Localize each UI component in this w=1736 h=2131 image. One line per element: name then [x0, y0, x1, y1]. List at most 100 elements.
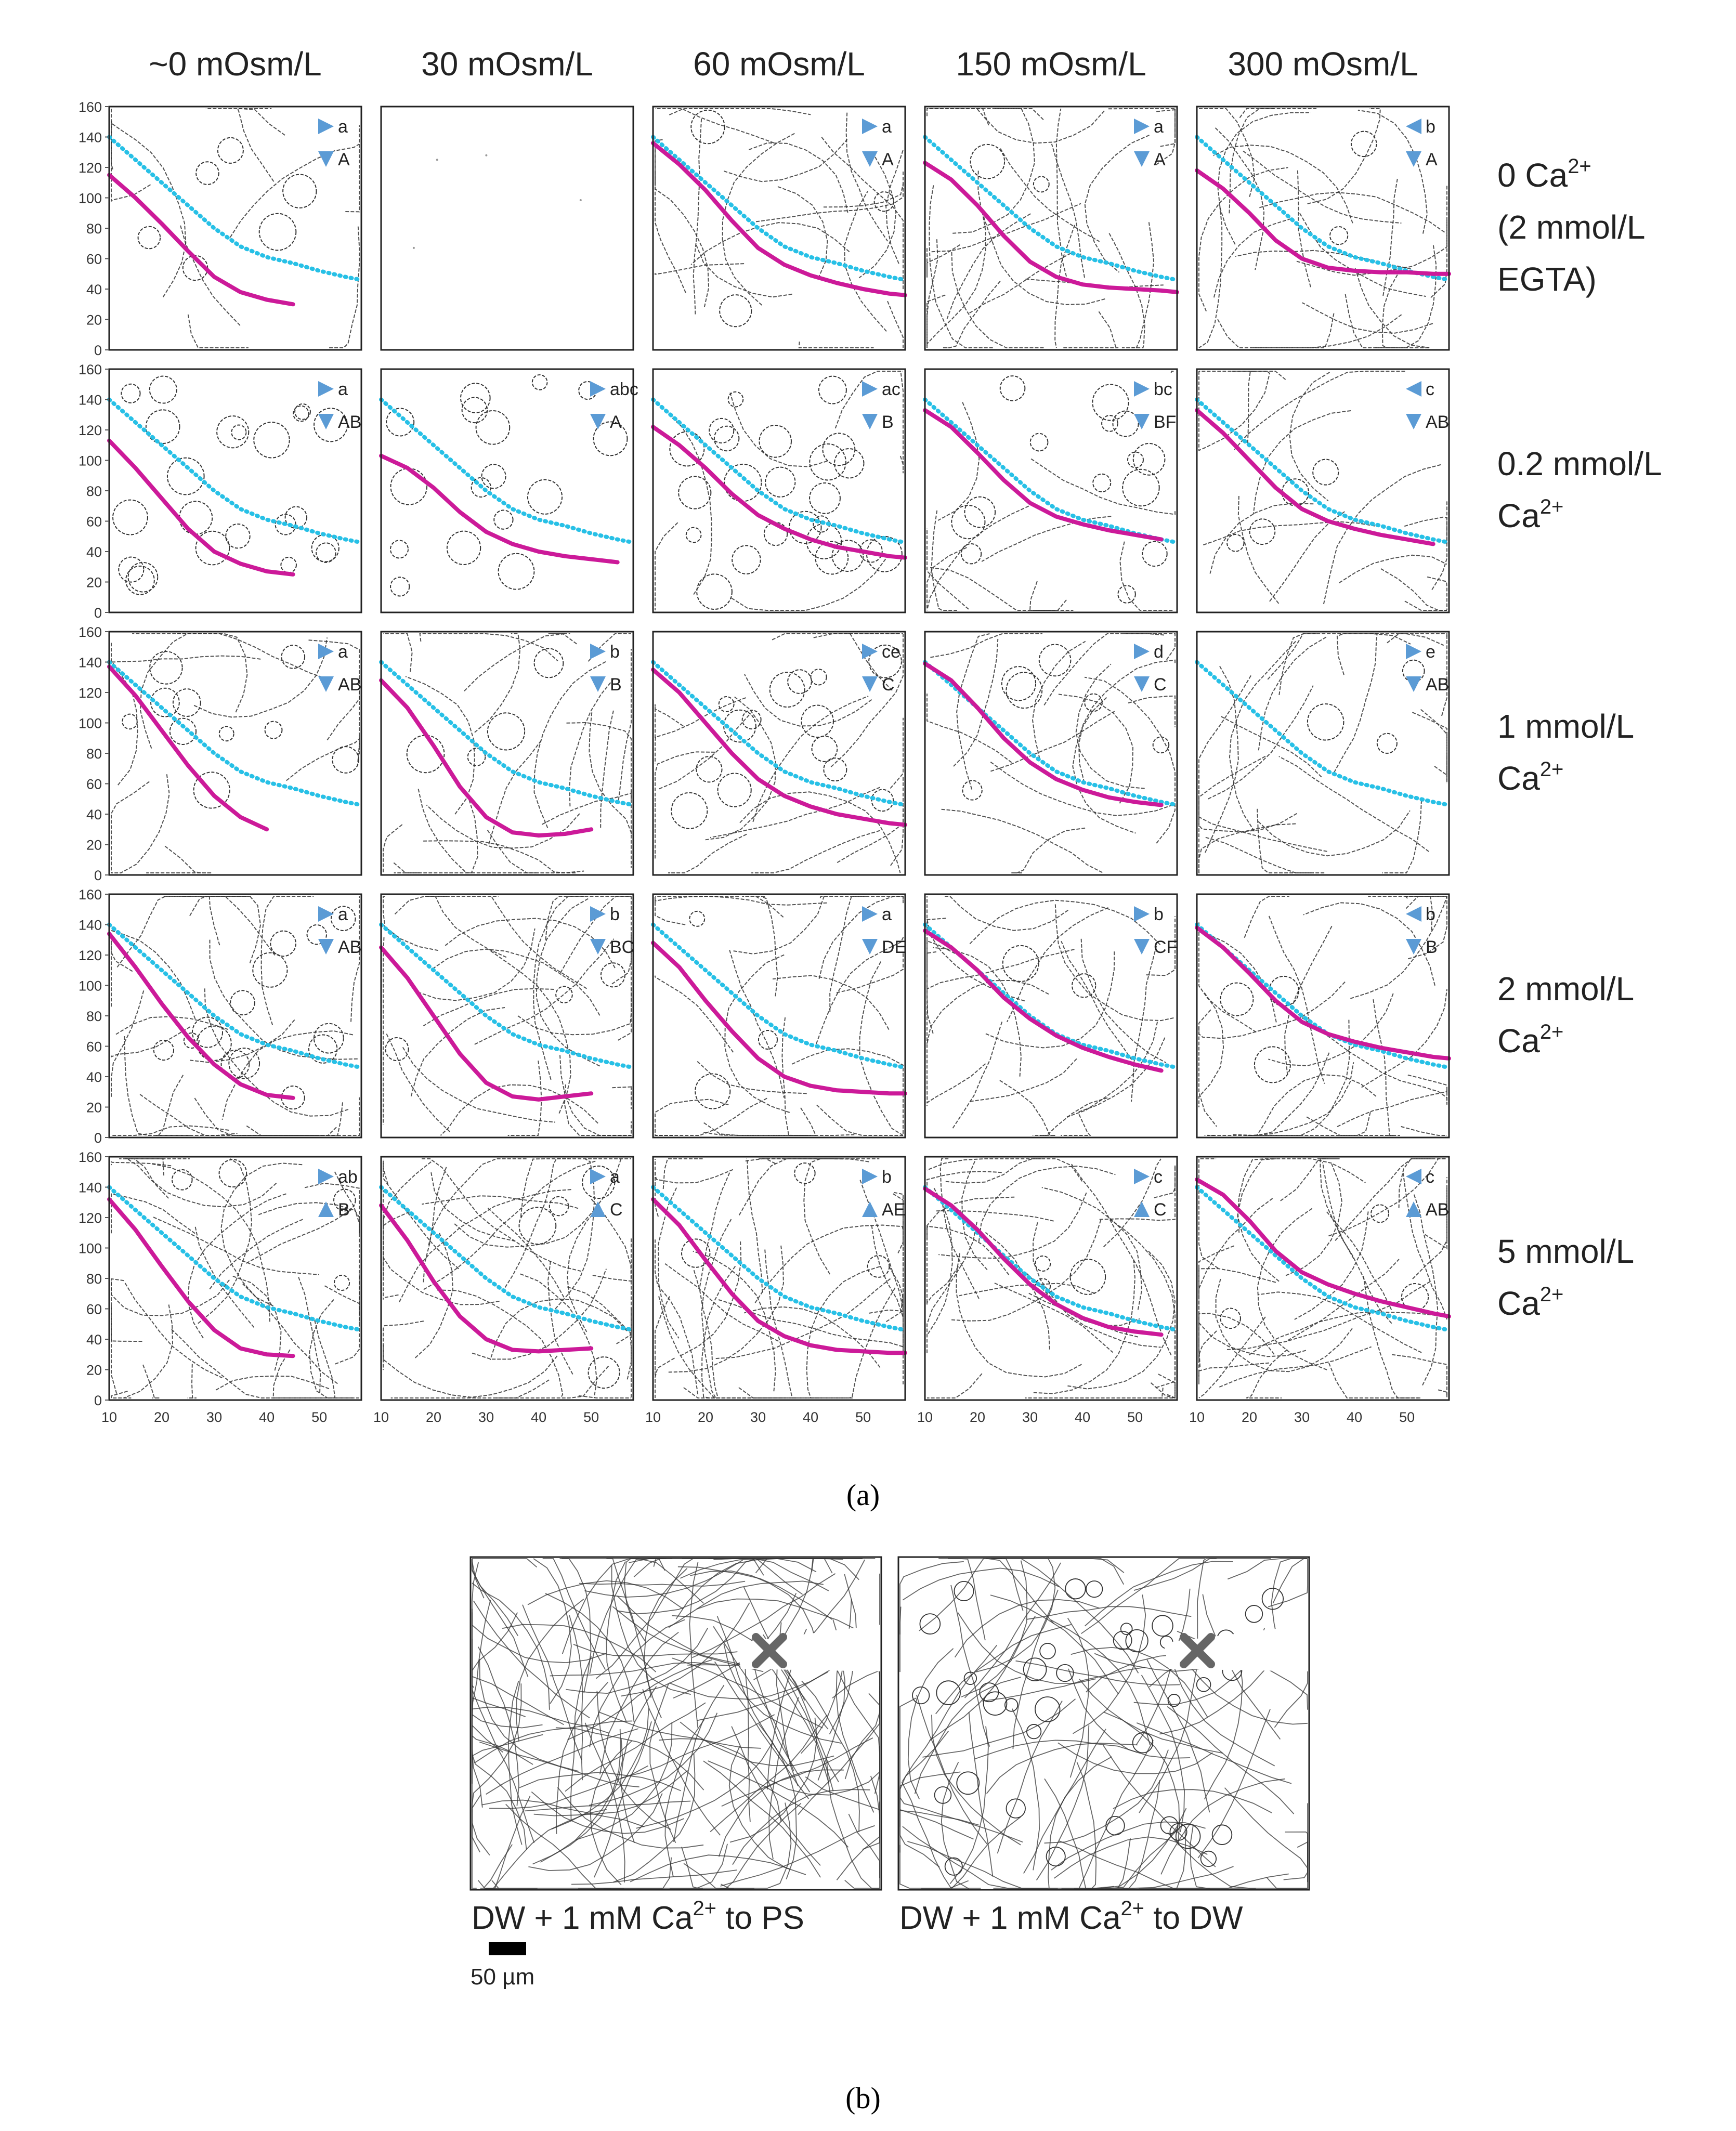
swim-track [944, 896, 1068, 931]
circular-track [1035, 1696, 1061, 1722]
reference-curve [107, 660, 363, 807]
swim-track [599, 1631, 679, 1775]
circular-track [769, 672, 805, 708]
swim-track [1434, 753, 1447, 781]
swim-track [566, 722, 632, 836]
swim-track [402, 1047, 555, 1123]
swim-track [1219, 1346, 1372, 1388]
measured-curve [107, 1197, 295, 1358]
reference-curve [651, 135, 907, 282]
swim-track [1198, 1313, 1275, 1378]
x-tick-label: 30 [750, 1409, 766, 1425]
circular-track [934, 1786, 952, 1804]
circular-track [1226, 534, 1245, 552]
circular-track [964, 496, 996, 528]
swim-track [383, 1226, 500, 1305]
panel-frame [1196, 893, 1450, 1139]
measured-curve [651, 668, 907, 827]
swim-track [1021, 1558, 1139, 1674]
swim-track [505, 1803, 624, 1889]
trajectory-panel [380, 106, 634, 351]
swim-track [1032, 640, 1086, 759]
y-tick-label: 60 [86, 1302, 102, 1317]
y-tick-label: 140 [79, 918, 102, 933]
circular-track [970, 143, 1006, 179]
swim-track [1146, 1659, 1210, 1813]
circular-track [717, 773, 752, 807]
swim-track [964, 1562, 1061, 1698]
reference-curve [107, 135, 363, 282]
direction-marker [862, 939, 878, 955]
direction-marker [590, 939, 606, 955]
image-background [471, 1557, 881, 1890]
swim-track [713, 1626, 794, 1772]
swim-track [329, 226, 360, 348]
circular-track [527, 479, 563, 515]
trajectory-panel: bB [379, 631, 635, 876]
swim-track [542, 1558, 606, 1670]
circular-track [963, 1671, 977, 1685]
swim-track [1041, 1187, 1143, 1310]
swim-track [754, 1224, 904, 1303]
panel-b-left-image: DW + 1 mM Ca2+ to PS [469, 1556, 882, 1936]
swim-track [927, 1373, 983, 1398]
swim-track [472, 1559, 529, 1677]
significance-letter: A [1426, 150, 1438, 169]
swim-track [111, 1125, 229, 1136]
y-tick-label: 0 [94, 343, 102, 358]
swim-track [1058, 694, 1134, 804]
panel-frame [1196, 106, 1450, 351]
direction-marker [1406, 644, 1421, 659]
swim-track [617, 1596, 763, 1668]
circular-track [723, 709, 756, 743]
swim-track [668, 1580, 824, 1628]
circular-track [127, 561, 159, 593]
direction-marker [1406, 676, 1421, 692]
swim-track [1026, 1606, 1192, 1620]
direction-marker [1406, 151, 1421, 167]
x-tick-label: 40 [1075, 1409, 1090, 1425]
swim-track [731, 558, 887, 611]
trajectory-panel: aA 0 20 40 60 80 100 120 140 160 [79, 99, 363, 358]
swim-track [423, 840, 576, 873]
circular-track [671, 792, 708, 829]
circular-track [461, 397, 488, 424]
trajectory-panel: aC 10 20 30 40 50 [373, 1156, 635, 1425]
swim-track [1080, 938, 1167, 1064]
circular-track [1167, 1694, 1181, 1707]
swim-track [710, 1714, 828, 1833]
significance-letter: A [1154, 150, 1166, 169]
swim-track [1198, 1362, 1270, 1384]
reference-curve [107, 397, 363, 545]
swim-track [655, 1296, 670, 1376]
swim-track [695, 244, 792, 298]
swim-track [837, 808, 904, 864]
swim-track [926, 951, 937, 1044]
direction-marker [1134, 906, 1150, 922]
circular-track [1169, 1823, 1187, 1841]
row-label: 1 mmol/L [1497, 708, 1634, 745]
swim-track [751, 830, 880, 873]
circular-track [719, 294, 752, 328]
swim-track [1345, 294, 1430, 348]
swim-track [1058, 1742, 1213, 1774]
swim-track [1237, 1158, 1280, 1282]
panel-background [109, 894, 361, 1138]
y-tick-label: 40 [86, 1332, 102, 1348]
circular-track [944, 1857, 963, 1876]
circular-track [732, 545, 761, 574]
swim-track [1078, 659, 1176, 783]
circular-track [593, 421, 628, 456]
panel-background [1197, 632, 1449, 875]
significance-letter: c [1426, 380, 1434, 399]
panel-a-label: (a) [846, 1478, 880, 1512]
swim-track [297, 1276, 321, 1393]
swim-track [1051, 1821, 1206, 1871]
swim-track [621, 1714, 775, 1779]
row-labels: 0 Ca2+ (2 mmol/L EGTA) 0.2 mmol/L Ca2+ 1 mmol… [1497, 155, 1662, 1322]
measured-curve [379, 945, 594, 1102]
swim-track [1285, 1163, 1342, 1276]
swim-track [764, 1249, 797, 1398]
swim-track [437, 1289, 564, 1398]
significance-letter: AB [1426, 1200, 1449, 1220]
